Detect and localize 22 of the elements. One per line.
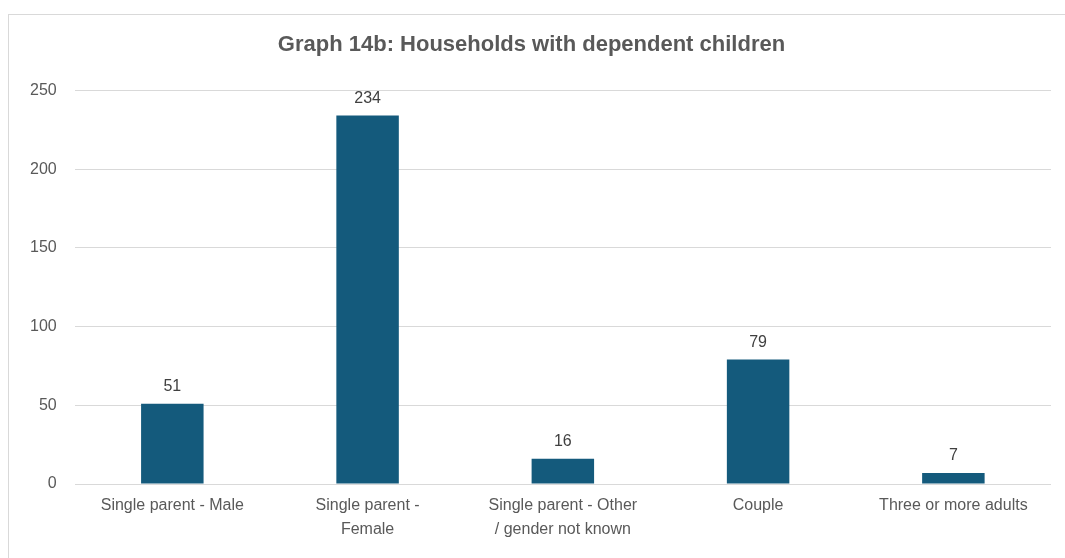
x-tick-label: Single parent - Female [315,496,420,538]
bar [141,403,204,484]
y-tick-label: 250 [29,80,57,98]
data-label: 16 [553,432,572,450]
y-tick-label: 150 [29,238,57,256]
y-tick-label: 0 [47,474,57,492]
y-tick-label: 100 [29,316,57,334]
bar [726,359,790,484]
data-label: 79 [749,333,768,351]
data-label: 7 [948,446,958,464]
x-tick-label: Single parent - Male [100,496,245,514]
data-label: 51 [163,377,182,395]
x-tick-label: Single parent - Other / gender not known [488,496,638,538]
x-tick-label: Couple [732,496,784,514]
bar [531,458,595,484]
y-tick-label: 200 [29,159,57,177]
data-label: 234 [354,89,382,106]
bar [922,472,985,484]
x-tick-label: Three or more adults [879,496,1028,514]
bar [336,115,399,484]
chart-title: Graph 14b: Households with dependent children [277,31,786,57]
y-tick-label: 50 [38,395,57,413]
